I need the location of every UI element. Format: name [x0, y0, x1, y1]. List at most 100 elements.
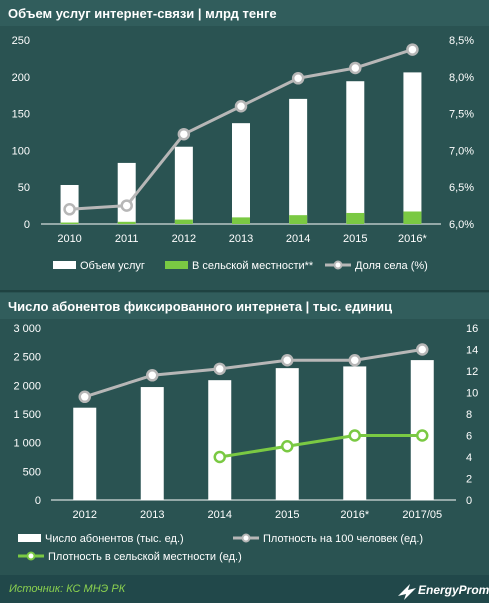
x-tick-label: 2010: [57, 233, 81, 245]
y-tick-label-left: 0: [24, 219, 30, 231]
energyprom-logo-icon: [398, 584, 416, 600]
bar: [232, 217, 250, 224]
bar: [346, 212, 365, 224]
bar: [289, 98, 308, 224]
x-tick-label: 2013: [140, 509, 164, 521]
x-tick-label: 2016*: [340, 509, 369, 521]
source-note: Источник: КС МНЭ РК: [9, 583, 126, 595]
y-tick-label-right: 6: [466, 431, 472, 443]
x-tick-label: 2012: [172, 233, 196, 245]
line-point: [281, 354, 294, 367]
x-tick-label: 2012: [73, 509, 97, 521]
y-tick-label-right: 0: [466, 495, 472, 507]
chart2-title: Число абонентов фиксированного интернета…: [8, 299, 392, 314]
y-tick-label-right: 16: [466, 323, 478, 335]
legend-label-subscribers: Число абонентов (тыс. ед.): [45, 533, 184, 545]
legend-label-rural-density: Плотность в сельской местности (ед.): [48, 551, 242, 563]
bar: [403, 211, 422, 224]
y-tick-label-left: 200: [12, 72, 30, 84]
line-point: [349, 61, 362, 75]
legend-label-rural: В сельской местности**: [192, 260, 314, 272]
line-point: [406, 43, 419, 56]
y-tick-label-right: 6,0%: [449, 219, 474, 231]
bar: [117, 221, 136, 224]
y-tick-label-left: 1 000: [13, 438, 41, 450]
y-tick-label-right: 8: [466, 409, 472, 421]
x-tick-label: 2016*: [398, 233, 427, 245]
line-point: [213, 362, 226, 376]
y-tick-label-left: 2 500: [13, 352, 41, 364]
y-tick-label-left: 50: [18, 182, 30, 194]
line-point: [348, 354, 361, 367]
legend-label-density: Плотность на 100 человек (ед.): [263, 533, 423, 545]
bar: [60, 222, 79, 224]
legend-green-marker-swatch: [26, 551, 36, 561]
bar: [289, 215, 308, 224]
line-point: [63, 203, 76, 216]
legend-marker-swatch: [241, 533, 251, 543]
y-tick-label-right: 12: [466, 366, 478, 378]
legend-bar-swatch: [53, 261, 76, 269]
bar: [208, 380, 232, 500]
chart1-title: Объем услуг интернет-связи | млрд тенге: [8, 6, 277, 21]
y-tick-label-left: 2 000: [13, 380, 41, 392]
bar: [346, 81, 365, 224]
series-line: [84, 348, 423, 399]
line-point: [281, 440, 294, 453]
bar: [174, 146, 193, 224]
y-tick-label-right: 6,5%: [449, 182, 474, 194]
chart2-plot: 0 500 1 000 1 500 2 000 2 500 3 000 0 2 4 6 8 10 12 14…: [13, 323, 478, 521]
chart1-plot: 0 50 100 150 200 250 6,0% 6,5% 7,0% 7,5% 8,0% 8,5% 2…: [12, 35, 475, 245]
y-tick-label-right: 10: [466, 388, 478, 400]
legend-label-share: Доля села (%): [355, 260, 428, 272]
y-tick-label-right: 4: [466, 452, 472, 464]
y-tick-label-right: 2: [466, 474, 472, 486]
line-point: [416, 343, 429, 356]
x-tick-label: 2015: [343, 233, 367, 245]
chart2-legend: Число абонентов (тыс. ед.) Плотность на …: [18, 533, 423, 563]
y-tick-label-left: 150: [12, 109, 30, 121]
line-point: [416, 429, 429, 442]
x-tick-label: 2014: [208, 509, 232, 521]
line-point: [120, 199, 133, 212]
x-tick-label: 2015: [275, 509, 299, 521]
y-tick-label-right: 7,5%: [449, 109, 474, 121]
x-tick-label: 2017/05: [402, 509, 442, 521]
y-tick-label-left: 250: [12, 35, 30, 47]
y-tick-label-left: 0: [35, 495, 41, 507]
legend-label-volume: Объем услуг: [80, 260, 145, 272]
line-point: [348, 429, 361, 442]
y-tick-label-right: 8,0%: [449, 72, 474, 84]
y-tick-label-right: 8,5%: [449, 35, 474, 47]
bar: [275, 368, 299, 500]
line-point: [177, 127, 191, 141]
y-tick-label-right: 14: [466, 345, 478, 357]
line-point: [78, 390, 91, 404]
bar: [403, 72, 422, 224]
chart1-title-band: [0, 0, 489, 26]
bar: [232, 123, 250, 224]
chart1-legend: Объем услуг В сельской местности** Доля …: [53, 260, 428, 272]
chart2-title-band: [0, 293, 489, 319]
bar: [174, 219, 193, 224]
bar: [140, 387, 164, 500]
x-tick-label: 2011: [115, 233, 139, 245]
y-tick-label-left: 1 500: [13, 409, 41, 421]
brand-name: EnergyProm: [418, 583, 489, 597]
x-tick-label: 2014: [286, 233, 310, 245]
line-point: [234, 99, 248, 113]
line-point: [146, 369, 159, 382]
y-tick-label-right: 7,0%: [449, 145, 474, 157]
series-line: [219, 434, 423, 459]
legend-bar-swatch: [18, 534, 41, 542]
line-point: [213, 450, 226, 464]
bar: [117, 162, 136, 224]
y-tick-label-left: 500: [23, 466, 41, 478]
y-tick-label-left: 100: [12, 145, 30, 157]
legend-green-swatch: [165, 261, 188, 269]
y-tick-label-left: 3 000: [13, 323, 41, 335]
line-point: [291, 72, 305, 85]
x-tick-label: 2013: [229, 233, 253, 245]
legend-marker-swatch: [333, 260, 343, 270]
